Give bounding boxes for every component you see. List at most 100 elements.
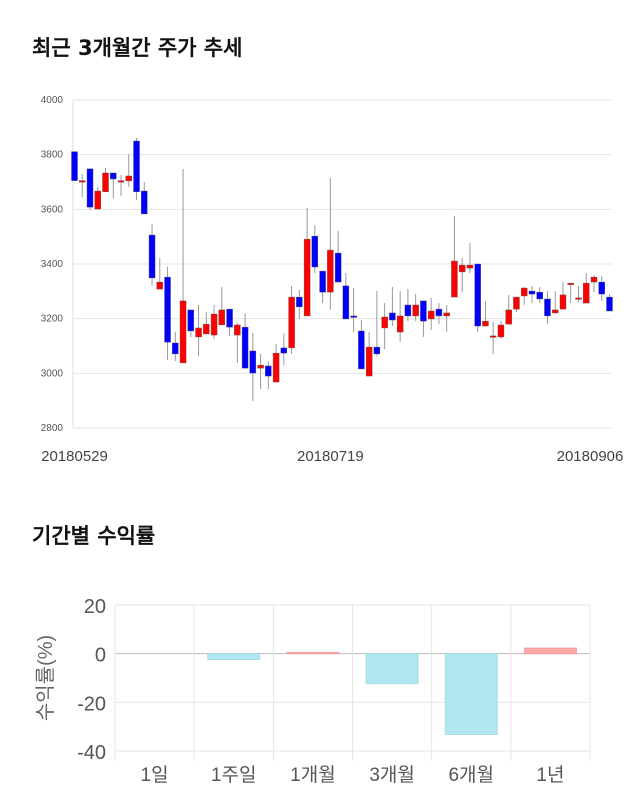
candle-body xyxy=(94,190,101,210)
returns-title: 기간별 수익률 xyxy=(32,524,156,548)
y-tick-label: 0 xyxy=(95,645,106,667)
candle-body xyxy=(203,323,210,335)
candle-body xyxy=(195,327,202,338)
candle-body xyxy=(156,281,163,290)
candle-body xyxy=(575,297,582,300)
x-tick-label: 20180719 xyxy=(297,448,364,465)
candle-body xyxy=(373,346,381,355)
candle-body xyxy=(327,249,334,293)
candle-body xyxy=(288,296,295,349)
candle-body xyxy=(164,276,171,343)
x-tick-label: 1주일 xyxy=(211,764,257,786)
return-bar xyxy=(286,651,340,655)
candle-body xyxy=(172,342,179,355)
candle-body xyxy=(311,235,319,268)
candle-body xyxy=(218,309,226,326)
candlestick-chart: 4000 3800 3600 3400 3200 3000 2800 20180529 2018… xyxy=(41,95,624,465)
candle-body xyxy=(280,347,288,354)
candle-body xyxy=(474,263,481,327)
candle-body xyxy=(234,324,241,336)
candle-body xyxy=(598,281,605,295)
candle-body xyxy=(358,330,365,370)
candle-body xyxy=(350,315,357,318)
return-bar xyxy=(444,653,498,735)
candle-body xyxy=(71,151,78,181)
y-tick-label: 3600 xyxy=(41,204,64,215)
candle-body xyxy=(265,365,272,377)
candle-body xyxy=(117,180,125,183)
candle-body xyxy=(141,190,148,215)
candle-body xyxy=(249,350,257,374)
candle-body xyxy=(381,316,388,329)
candle-body xyxy=(133,140,140,193)
candle-body xyxy=(427,310,435,320)
stock-trend-title: 최근 3개월간 주가 추세 xyxy=(32,36,243,60)
candle-body xyxy=(396,315,404,333)
candle-body xyxy=(334,252,342,283)
y-tick-label: 3200 xyxy=(41,314,64,325)
candle-body xyxy=(513,296,520,310)
y-tick-label: -20 xyxy=(77,693,106,715)
candle-body xyxy=(606,296,613,312)
candle-body xyxy=(559,294,567,310)
candle-body xyxy=(102,172,109,193)
candle-body xyxy=(303,238,311,317)
candle-body xyxy=(342,285,350,320)
return-bar xyxy=(523,647,577,655)
candle-body xyxy=(125,175,132,182)
candle-body xyxy=(257,364,264,369)
candle-body xyxy=(241,326,249,369)
candle-body xyxy=(536,291,543,300)
candle-body xyxy=(179,300,187,364)
candle-body xyxy=(420,300,427,322)
x-tick-label: 1개월 xyxy=(290,764,336,786)
x-tick-label: 3개월 xyxy=(369,764,415,786)
candle-body xyxy=(226,308,233,328)
candle-body xyxy=(567,282,574,285)
candle-body xyxy=(497,324,505,338)
return-bar xyxy=(207,653,261,661)
x-tick-label: 20180529 xyxy=(41,448,108,465)
y-axis-label: 수익률(%) xyxy=(34,635,57,721)
x-tick-label: 1년 xyxy=(536,764,564,786)
candle-body xyxy=(528,290,536,295)
return-bar xyxy=(365,653,419,685)
candle-body xyxy=(319,270,326,293)
candle-body xyxy=(489,335,497,338)
x-tick-label: 1일 xyxy=(141,764,169,786)
candle-body xyxy=(148,234,156,279)
x-tick-label: 6개월 xyxy=(448,764,494,786)
candle-body xyxy=(389,312,396,321)
candle-body xyxy=(412,304,419,317)
candle-body xyxy=(552,309,559,314)
candle-body xyxy=(404,304,412,317)
candle-body xyxy=(79,180,86,183)
candle-body xyxy=(187,309,195,332)
candle-body xyxy=(544,298,551,317)
candle-body xyxy=(466,264,474,269)
candle-body xyxy=(296,296,303,308)
candle-body xyxy=(482,320,489,327)
candle-body xyxy=(86,168,94,208)
candle-body xyxy=(451,260,458,298)
y-tick-label: 3400 xyxy=(41,259,64,270)
y-tick-label: 4000 xyxy=(41,95,64,106)
candle-body xyxy=(365,346,373,377)
candle-body xyxy=(458,264,466,273)
y-tick-label: 2800 xyxy=(41,423,64,434)
y-tick-label: 20 xyxy=(84,596,106,618)
candle-body xyxy=(505,309,512,325)
y-tick-label: 3000 xyxy=(41,368,64,379)
candle-body xyxy=(521,287,528,297)
candle-body xyxy=(590,276,598,283)
candle-body xyxy=(443,312,450,317)
candle-body xyxy=(272,352,280,383)
candle-body xyxy=(110,172,117,180)
candle-body xyxy=(210,313,218,336)
y-tick-label: 3800 xyxy=(41,150,64,161)
candle-body xyxy=(583,282,590,304)
y-tick-label: -40 xyxy=(77,742,106,764)
candle-body xyxy=(435,308,443,317)
x-tick-label: 20180906 xyxy=(557,448,624,465)
